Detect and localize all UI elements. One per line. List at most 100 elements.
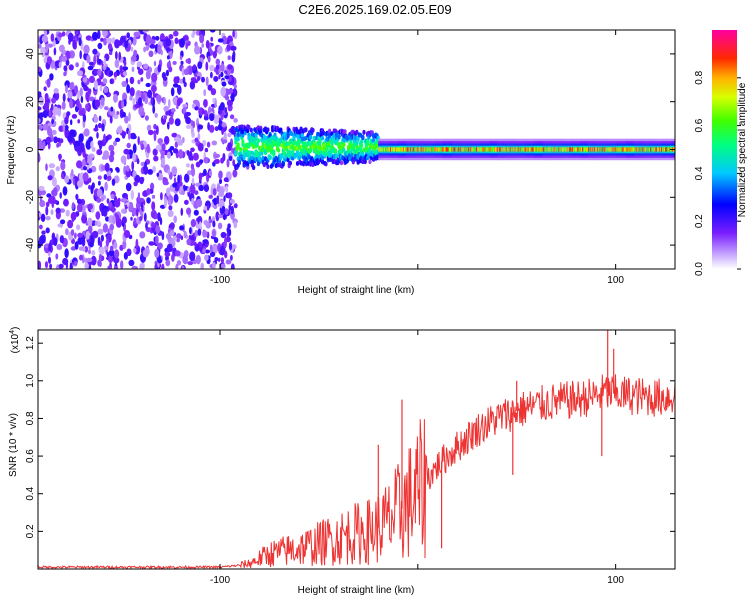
heatmap-cell bbox=[85, 104, 89, 111]
heatmap-cell bbox=[129, 95, 133, 101]
heatmap-cell bbox=[170, 108, 176, 113]
snr-y-ticks: 0.2 0.4 0.6 0.8 1.0 1.2 bbox=[25, 336, 675, 538]
heatmap-cell bbox=[165, 38, 172, 47]
heatmap-cell bbox=[113, 241, 118, 250]
heatmap-cell bbox=[590, 147, 593, 152]
heatmap-cell bbox=[333, 148, 338, 154]
heatmap-cell bbox=[157, 64, 162, 73]
heatmap-cell bbox=[338, 141, 342, 147]
heatmap-cell bbox=[123, 230, 131, 238]
heatmap-cell bbox=[219, 102, 225, 111]
heatmap-cell bbox=[179, 55, 183, 60]
heatmap-cell bbox=[194, 229, 198, 238]
heatmap-cell bbox=[600, 147, 602, 152]
heatmap-cell bbox=[431, 147, 433, 152]
heatmap-cell bbox=[218, 74, 221, 80]
heatmap-cell bbox=[199, 34, 205, 44]
heatmap-cell bbox=[103, 174, 108, 180]
heatmap-cell bbox=[180, 235, 184, 241]
heatmap-cell bbox=[198, 172, 203, 181]
heatmap-cell bbox=[155, 225, 161, 234]
heatmap-cell bbox=[208, 194, 213, 199]
heatmap-cell bbox=[654, 147, 656, 152]
heatmap-cell bbox=[174, 37, 179, 45]
heatmap-cell bbox=[126, 142, 131, 149]
heatmap-cell bbox=[543, 147, 545, 152]
heatmap-cell bbox=[587, 147, 589, 152]
heatmap-cell bbox=[93, 55, 97, 66]
heatmap-cell bbox=[161, 263, 165, 269]
heatmap-cell bbox=[63, 65, 68, 72]
heatmap-cell bbox=[223, 239, 227, 249]
heatmap-cell bbox=[250, 131, 254, 137]
heatmap-cell bbox=[380, 147, 382, 152]
heatmap-cell bbox=[98, 140, 103, 150]
heatmap-cell bbox=[152, 86, 156, 97]
heatmap-cell bbox=[430, 147, 432, 152]
heatmap-cell bbox=[87, 65, 94, 71]
heatmap-cell bbox=[45, 227, 50, 234]
heatmap-cell bbox=[449, 147, 451, 152]
heatmap-cell bbox=[522, 147, 524, 152]
heatmap-cell bbox=[220, 257, 224, 264]
heatmap-cell bbox=[208, 219, 213, 224]
heatmap-cell bbox=[153, 131, 157, 142]
heatmap-cell bbox=[389, 147, 391, 152]
heatmap-cell bbox=[140, 143, 145, 151]
y-tick-label: 0.8 bbox=[25, 411, 36, 425]
heatmap-cell bbox=[103, 37, 108, 46]
heatmap-cell bbox=[288, 160, 292, 166]
heatmap-cell bbox=[133, 217, 137, 225]
heatmap-cell bbox=[613, 147, 615, 152]
heatmap-cell bbox=[88, 249, 91, 255]
heatmap-cell bbox=[632, 147, 634, 152]
heatmap-cell bbox=[649, 147, 651, 152]
heatmap-cell bbox=[191, 177, 195, 186]
heatmap-cell bbox=[136, 91, 142, 96]
y-tick-label: 1.2 bbox=[25, 336, 36, 350]
heatmap-cell bbox=[432, 147, 434, 152]
heatmap-cell bbox=[249, 127, 253, 133]
heatmap-cell bbox=[130, 216, 133, 221]
heatmap-cell bbox=[355, 129, 359, 135]
heatmap-cell bbox=[92, 98, 96, 109]
heatmap-cell bbox=[409, 147, 412, 152]
snr-x-label: Height of straight line (km) bbox=[298, 585, 415, 596]
heatmap-cell bbox=[100, 97, 105, 106]
heatmap-cell bbox=[233, 203, 238, 209]
heatmap-cell bbox=[212, 50, 217, 59]
heatmap-cell bbox=[539, 147, 541, 152]
heatmap-cell bbox=[53, 237, 58, 247]
heatmap-cell bbox=[128, 259, 135, 267]
heatmap-cell bbox=[633, 147, 635, 152]
x-tick-label: 100 bbox=[607, 275, 624, 286]
heatmap-cell bbox=[168, 205, 173, 211]
heatmap-cell bbox=[41, 230, 46, 235]
heatmap-cell bbox=[109, 51, 113, 56]
heatmap-cell bbox=[483, 147, 485, 152]
heatmap-cell bbox=[412, 147, 415, 152]
heatmap-cell bbox=[59, 208, 66, 213]
heatmap-cell bbox=[195, 182, 200, 187]
heatmap-cell bbox=[154, 248, 160, 258]
heatmap-cell bbox=[280, 143, 284, 148]
heatmap-cell bbox=[140, 111, 146, 116]
heatmap-cell bbox=[533, 147, 535, 152]
heatmap-cell bbox=[88, 265, 92, 269]
heatmap-cell bbox=[439, 147, 441, 152]
heatmap-cell bbox=[127, 130, 131, 141]
heatmap-cell bbox=[317, 159, 321, 165]
colorbar-tick-label: 0.2 bbox=[694, 214, 705, 228]
heatmap-cell bbox=[300, 136, 304, 142]
heatmap-cell bbox=[61, 55, 68, 62]
heatmap-cell bbox=[137, 192, 141, 202]
heatmap-cell bbox=[150, 182, 155, 191]
heatmap-cell bbox=[85, 230, 90, 240]
heatmap-cell bbox=[47, 175, 53, 181]
heatmap-marks bbox=[38, 30, 675, 269]
heatmap-cell bbox=[224, 208, 229, 216]
heatmap-cell bbox=[598, 147, 600, 152]
colorbar-tick-label: 0.0 bbox=[694, 262, 705, 276]
heatmap-cell bbox=[410, 147, 413, 152]
heatmap-cell bbox=[451, 147, 453, 152]
